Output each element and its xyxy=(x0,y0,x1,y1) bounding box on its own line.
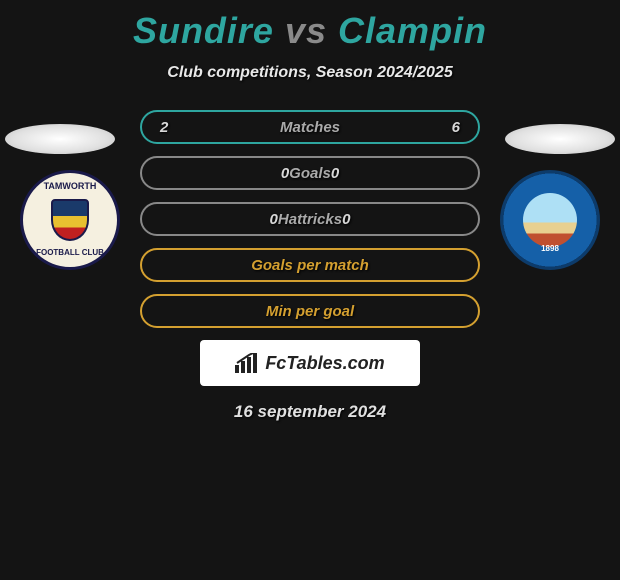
stat-right-value: 0 xyxy=(331,165,339,182)
player2-name: Clampin xyxy=(338,10,487,51)
stat-left-value: 2 xyxy=(160,119,168,136)
crest1-top-text: TAMWORTH xyxy=(30,181,110,191)
subtitle: Club competitions, Season 2024/2025 xyxy=(0,64,620,82)
stat-row-min-per-goal: Min per goal xyxy=(140,294,480,328)
player1-name: Sundire xyxy=(133,10,274,51)
player1-club-crest: TAMWORTH FOOTBALL CLUB xyxy=(20,170,120,270)
stat-row-goals: 0Goals0 xyxy=(140,156,480,190)
stat-right-value: 6 xyxy=(452,119,460,136)
stat-label: Hattricks xyxy=(278,211,342,228)
stat-row-goals-per-match: Goals per match xyxy=(140,248,480,282)
stat-label: Matches xyxy=(280,119,340,136)
crest1-shield-icon xyxy=(51,199,89,241)
player1-photo-placeholder xyxy=(5,124,115,154)
stat-right-value: 0 xyxy=(342,211,350,228)
stat-row-matches: 2 Matches 6 xyxy=(140,110,480,144)
crest2-year: 1898 xyxy=(503,244,597,253)
vs-separator: vs xyxy=(285,10,327,51)
stat-left-value: 0 xyxy=(270,211,278,228)
player2-club-crest: 1898 xyxy=(500,170,600,270)
comparison-title: Sundire vs Clampin xyxy=(0,0,620,52)
date-label: 16 september 2024 xyxy=(0,402,620,422)
stat-left-value: 0 xyxy=(281,165,289,182)
stat-label: Goals per match xyxy=(251,257,369,274)
player2-photo-placeholder xyxy=(505,124,615,154)
crest2-inner-icon xyxy=(523,193,577,247)
stat-row-hattricks: 0Hattricks0 xyxy=(140,202,480,236)
stat-label: Goals xyxy=(289,165,331,182)
stat-label: Min per goal xyxy=(266,303,354,320)
crest1-bottom-text: FOOTBALL CLUB xyxy=(30,248,110,257)
branding-box: FcTables.com xyxy=(200,340,420,386)
chart-icon xyxy=(235,353,259,373)
branding-text: FcTables.com xyxy=(265,353,384,374)
stats-container: 2Matches60Goals00Hattricks0Goals per mat… xyxy=(140,110,480,328)
